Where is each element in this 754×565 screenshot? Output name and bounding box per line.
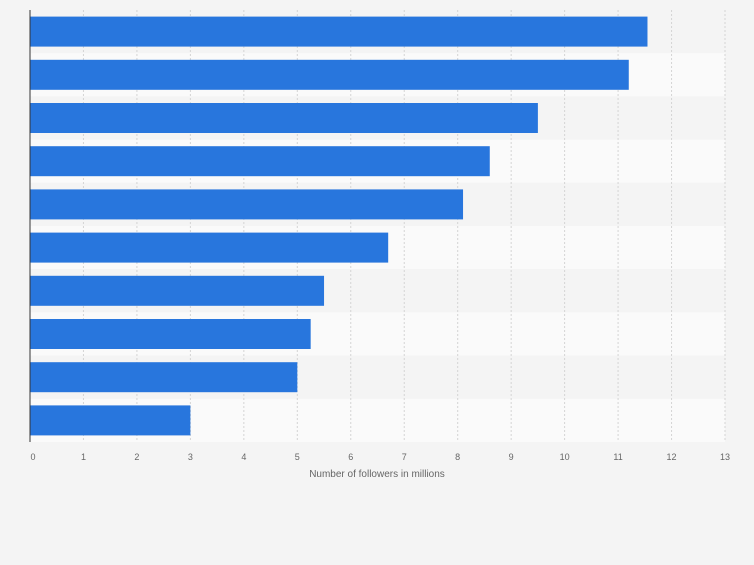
x-tick-label: 12: [667, 452, 677, 462]
bar[interactable]: [30, 16, 648, 47]
x-tick-label: 2: [134, 452, 139, 462]
bar[interactable]: [30, 103, 538, 133]
bar[interactable]: [30, 275, 325, 306]
bar[interactable]: [30, 59, 629, 90]
x-tick-label: 6: [348, 452, 353, 462]
x-axis-ticks: 0 1 2 3 4 5 6 7 8 9 10 11 12 13: [30, 452, 730, 462]
x-tick-label: 13: [720, 452, 730, 462]
x-tick-label: 3: [188, 452, 193, 462]
bar[interactable]: [30, 189, 464, 220]
bar[interactable]: [30, 146, 490, 177]
x-tick-label: 10: [560, 452, 570, 462]
x-tick-label: 4: [241, 452, 246, 462]
x-tick-label: 0: [30, 452, 35, 462]
x-tick-label: 1: [81, 452, 86, 462]
bar[interactable]: [30, 319, 311, 349]
bar[interactable]: [30, 405, 191, 436]
bar[interactable]: [30, 362, 298, 393]
x-tick-label: 7: [402, 452, 407, 462]
x-tick-label: 5: [295, 452, 300, 462]
x-tick-label: 8: [455, 452, 460, 462]
x-tick-label: 11: [613, 452, 622, 462]
x-tick-label: 9: [509, 452, 514, 462]
bars: [30, 16, 648, 436]
bar[interactable]: [30, 232, 389, 263]
x-axis-label: Number of followers in millions: [309, 469, 445, 480]
